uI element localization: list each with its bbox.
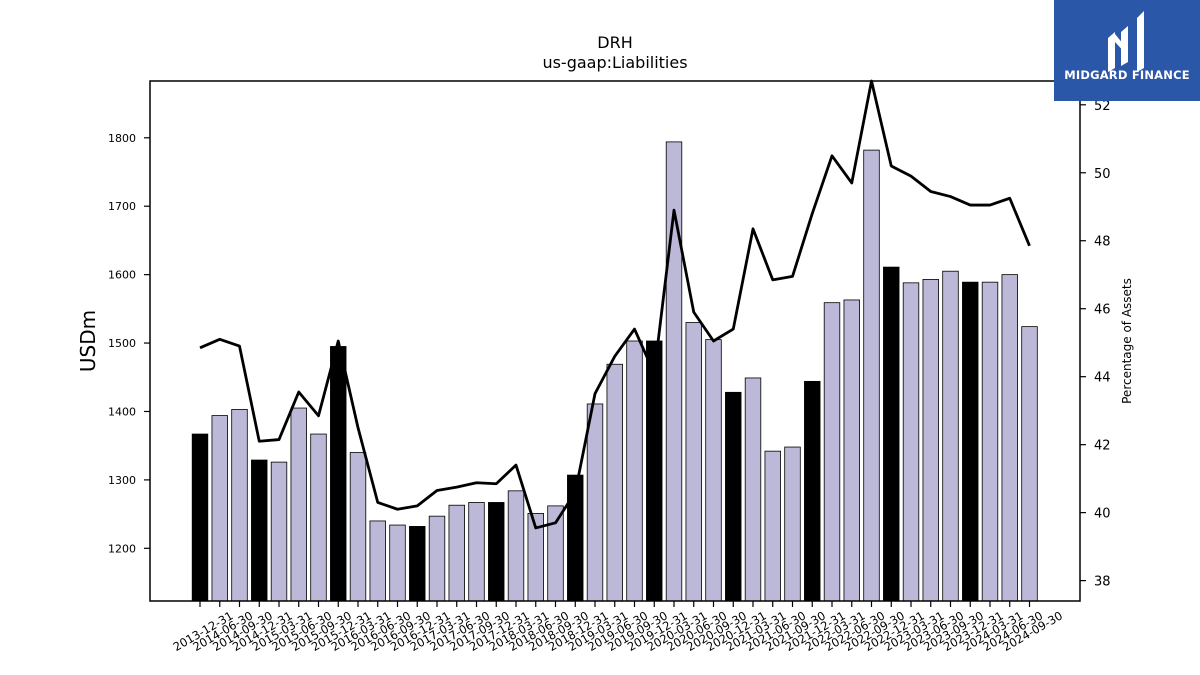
y-tick-label: 1200 [108,542,136,555]
bar-2017-09-30 [468,502,485,602]
y2-tick-label: 44 [1094,371,1111,386]
y2-tick-label: 40 [1094,507,1111,522]
bar-2016-12-31 [409,526,426,602]
bar-2021-09-30 [784,446,801,602]
y-tick-label: 1700 [108,200,136,213]
chart-subtitle: us-gaap:Liabilities [542,53,687,72]
bar-2024-09-30 [1021,326,1038,602]
bar-2024-03-31 [981,281,999,602]
y-tick-label: 1800 [108,132,136,145]
bar-2021-06-30 [764,450,781,602]
bar-2024-06-30 [1001,274,1018,602]
bar-2022-12-31 [883,266,900,602]
bar-2023-03-31 [902,282,920,602]
y2-tick-label: 52 [1094,99,1111,114]
bar-2023-09-30 [942,270,959,602]
chart-title: DRH [597,33,632,52]
bar-2015-03-31 [270,461,288,602]
bar-2014-06-30 [211,415,228,602]
bar-2022-06-30 [843,299,860,602]
bar-2020-09-30 [705,339,722,602]
y2-tick-label: 38 [1094,575,1111,590]
bar-2019-09-30 [626,340,643,602]
right-axis: 38 40 42 44 46 48 50 52 [1080,99,1111,590]
midgard-bars-icon [1108,11,1144,72]
bar-2022-09-30 [863,149,880,602]
logo: MIDGARD FINANCE [1054,0,1200,101]
bar-2021-12-31 [804,380,821,602]
bar-2014-12-31 [251,459,268,602]
percentage-line [199,79,1031,530]
bar-2022-03-31 [823,302,841,602]
bar-2023-06-30 [922,279,939,602]
bar-2017-12-31 [488,502,505,602]
bar-2018-03-31 [507,490,525,602]
y-tick-label: 1500 [108,337,136,350]
bar-2017-06-30 [448,504,465,602]
bar-2014-09-30 [231,409,248,602]
x-axis: 2013-12-312014-06-302014-09-302014-12-31… [171,601,1065,654]
bar-2019-03-31 [586,403,604,602]
bar-2013-12-31 [191,433,209,602]
y-axis-label: USDm [76,310,100,372]
bars-layer [191,141,1038,602]
y-tick-label: 1400 [108,405,136,418]
y-tick-label: 1300 [108,474,136,487]
y2-tick-label: 50 [1094,167,1111,182]
bar-2016-06-30 [369,520,386,602]
bar-2021-03-31 [744,377,762,602]
bar-2019-12-31 [646,340,663,602]
bar-2017-03-31 [428,515,446,602]
y-tick-label: 1600 [108,269,136,282]
bar-2020-12-31 [725,391,742,602]
bar-2015-09-30 [310,433,327,602]
bar-2020-06-30 [685,322,702,602]
logo-text: MIDGARD FINANCE [1064,68,1190,82]
bar-2019-06-30 [606,363,623,602]
left-axis: 1200 1300 1400 1500 1600 1700 1800 [108,132,150,555]
bar-2016-03-31 [349,452,367,602]
bar-2015-12-31 [330,346,347,602]
y2-tick-label: 46 [1094,303,1111,318]
bar-2015-06-30 [290,407,307,602]
y2-axis-label: Percentage of Assets [1120,278,1134,404]
bar-2016-09-30 [389,524,406,602]
bar-2023-12-31 [962,281,979,602]
bar-2018-09-30 [547,505,564,602]
y2-tick-label: 42 [1094,439,1111,454]
y2-tick-label: 48 [1094,235,1111,250]
